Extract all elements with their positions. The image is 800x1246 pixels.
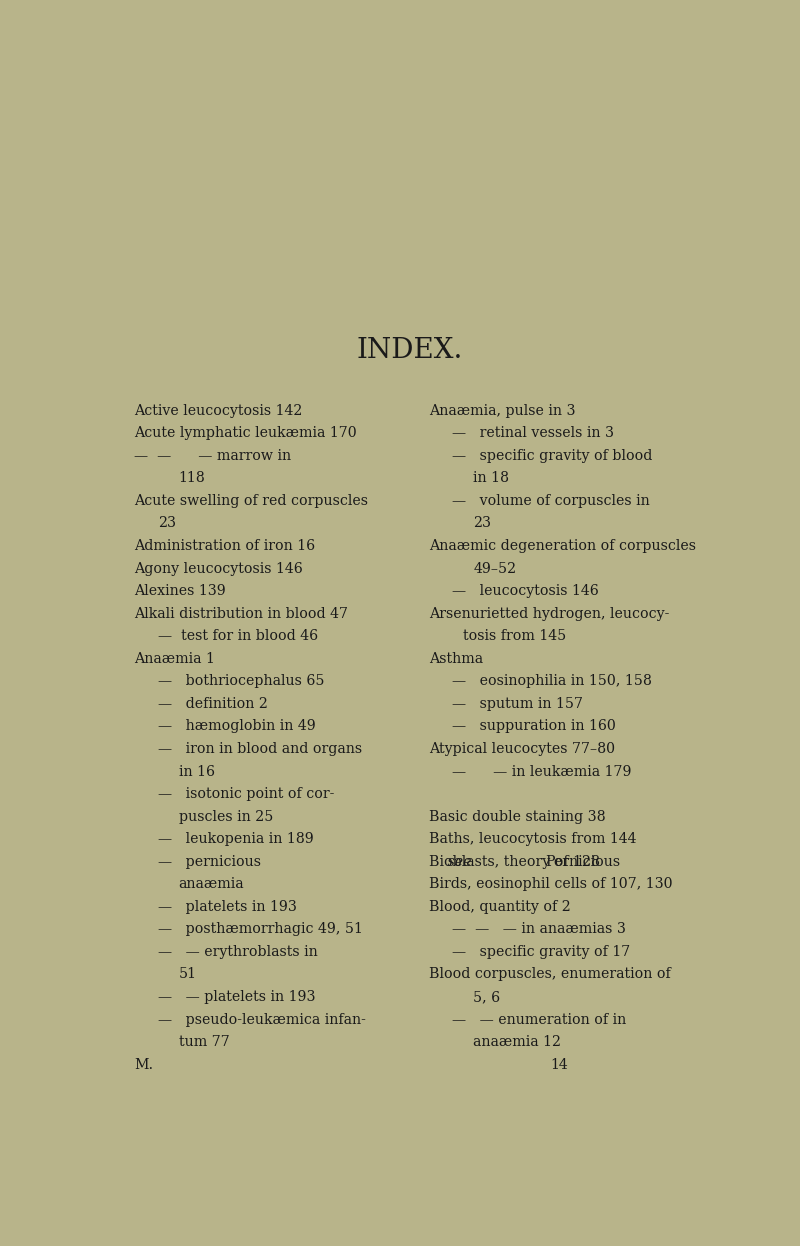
Text: Baths, leucocytosis from 144: Baths, leucocytosis from 144 (429, 832, 636, 846)
Text: Bioblasts, theory of 128: Bioblasts, theory of 128 (429, 855, 600, 868)
Text: Basic double staining 38: Basic double staining 38 (429, 810, 606, 824)
Text: Alkali distribution in blood 47: Alkali distribution in blood 47 (134, 607, 348, 621)
Text: Agony leucocytosis 146: Agony leucocytosis 146 (134, 562, 303, 576)
Text: —   sputum in 157: — sputum in 157 (452, 697, 583, 711)
Text: —   posthæmorrhagic 49, 51: — posthæmorrhagic 49, 51 (158, 922, 362, 936)
Text: in 16: in 16 (178, 765, 214, 779)
Text: Arsenurietted hydrogen, leucocy-: Arsenurietted hydrogen, leucocy- (429, 607, 669, 621)
Text: —   retinal vessels in 3: — retinal vessels in 3 (452, 426, 614, 440)
Text: —   isotonic point of cor-: — isotonic point of cor- (158, 787, 334, 801)
Text: anaæmia 12: anaæmia 12 (474, 1035, 562, 1049)
Text: anaæmia: anaæmia (178, 877, 244, 891)
Text: Acute lymphatic leukæmia 170: Acute lymphatic leukæmia 170 (134, 426, 357, 440)
Text: —   hæmoglobin in 49: — hæmoglobin in 49 (158, 719, 315, 734)
Text: —   — enumeration of in: — — enumeration of in (452, 1013, 626, 1027)
Text: —   pernicious: — pernicious (158, 855, 261, 868)
Text: —   suppuration in 160: — suppuration in 160 (452, 719, 616, 734)
Text: —   specific gravity of blood: — specific gravity of blood (452, 449, 653, 462)
Text: —   leukopenia in 189: — leukopenia in 189 (158, 832, 314, 846)
Text: —   leucocytosis 146: — leucocytosis 146 (452, 584, 599, 598)
Text: 23: 23 (158, 517, 176, 531)
Text: Alexines 139: Alexines 139 (134, 584, 226, 598)
Text: Blood, quantity of 2: Blood, quantity of 2 (429, 900, 570, 913)
Text: —   eosinophilia in 150, 158: — eosinophilia in 150, 158 (452, 674, 652, 688)
Text: Administration of iron 16: Administration of iron 16 (134, 540, 315, 553)
Text: Blood corpuscles, enumeration of: Blood corpuscles, enumeration of (429, 967, 670, 982)
Text: INDEX.: INDEX. (357, 338, 463, 365)
Text: Anaæmia 1: Anaæmia 1 (134, 652, 215, 665)
Text: Pernicious: Pernicious (545, 855, 620, 868)
Text: Atypical leucocytes 77–80: Atypical leucocytes 77–80 (429, 741, 614, 756)
Text: —  test for in blood 46: — test for in blood 46 (158, 629, 318, 643)
Text: 23: 23 (474, 517, 491, 531)
Text: —  —      — marrow in: — — — marrow in (134, 449, 291, 462)
Text: 5, 6: 5, 6 (474, 991, 500, 1004)
Text: —   — platelets in 193: — — platelets in 193 (158, 991, 315, 1004)
Text: Asthma: Asthma (429, 652, 482, 665)
Text: —  —   — in anaæmias 3: — — — in anaæmias 3 (452, 922, 626, 936)
Text: —   definition 2: — definition 2 (158, 697, 267, 711)
Text: tosis from 145: tosis from 145 (462, 629, 566, 643)
Text: —   iron in blood and organs: — iron in blood and organs (158, 741, 362, 756)
Text: in 18: in 18 (474, 471, 510, 486)
Text: Anaæmic degeneration of corpuscles: Anaæmic degeneration of corpuscles (429, 540, 696, 553)
Text: tum 77: tum 77 (178, 1035, 230, 1049)
Text: Anaæmia, pulse in 3: Anaæmia, pulse in 3 (429, 404, 575, 417)
Text: 49–52: 49–52 (474, 562, 516, 576)
Text: —      — in leukæmia 179: — — in leukæmia 179 (452, 765, 632, 779)
Text: —   specific gravity of 17: — specific gravity of 17 (452, 944, 630, 959)
Text: Acute swelling of red corpuscles: Acute swelling of red corpuscles (134, 493, 368, 508)
Text: see: see (443, 855, 476, 868)
Text: —   pseudo-leukæmica infan-: — pseudo-leukæmica infan- (158, 1013, 366, 1027)
Text: 118: 118 (178, 471, 206, 486)
Text: Active leucocytosis 142: Active leucocytosis 142 (134, 404, 302, 417)
Text: —   bothriocephalus 65: — bothriocephalus 65 (158, 674, 324, 688)
Text: Birds, eosinophil cells of 107, 130: Birds, eosinophil cells of 107, 130 (429, 877, 672, 891)
Text: —   — erythroblasts in: — — erythroblasts in (158, 944, 318, 959)
Text: 51: 51 (178, 967, 197, 982)
Text: —   volume of corpuscles in: — volume of corpuscles in (452, 493, 650, 508)
Text: —   platelets in 193: — platelets in 193 (158, 900, 297, 913)
Text: 14: 14 (550, 1058, 568, 1072)
Text: puscles in 25: puscles in 25 (178, 810, 273, 824)
Text: M.: M. (134, 1058, 154, 1072)
